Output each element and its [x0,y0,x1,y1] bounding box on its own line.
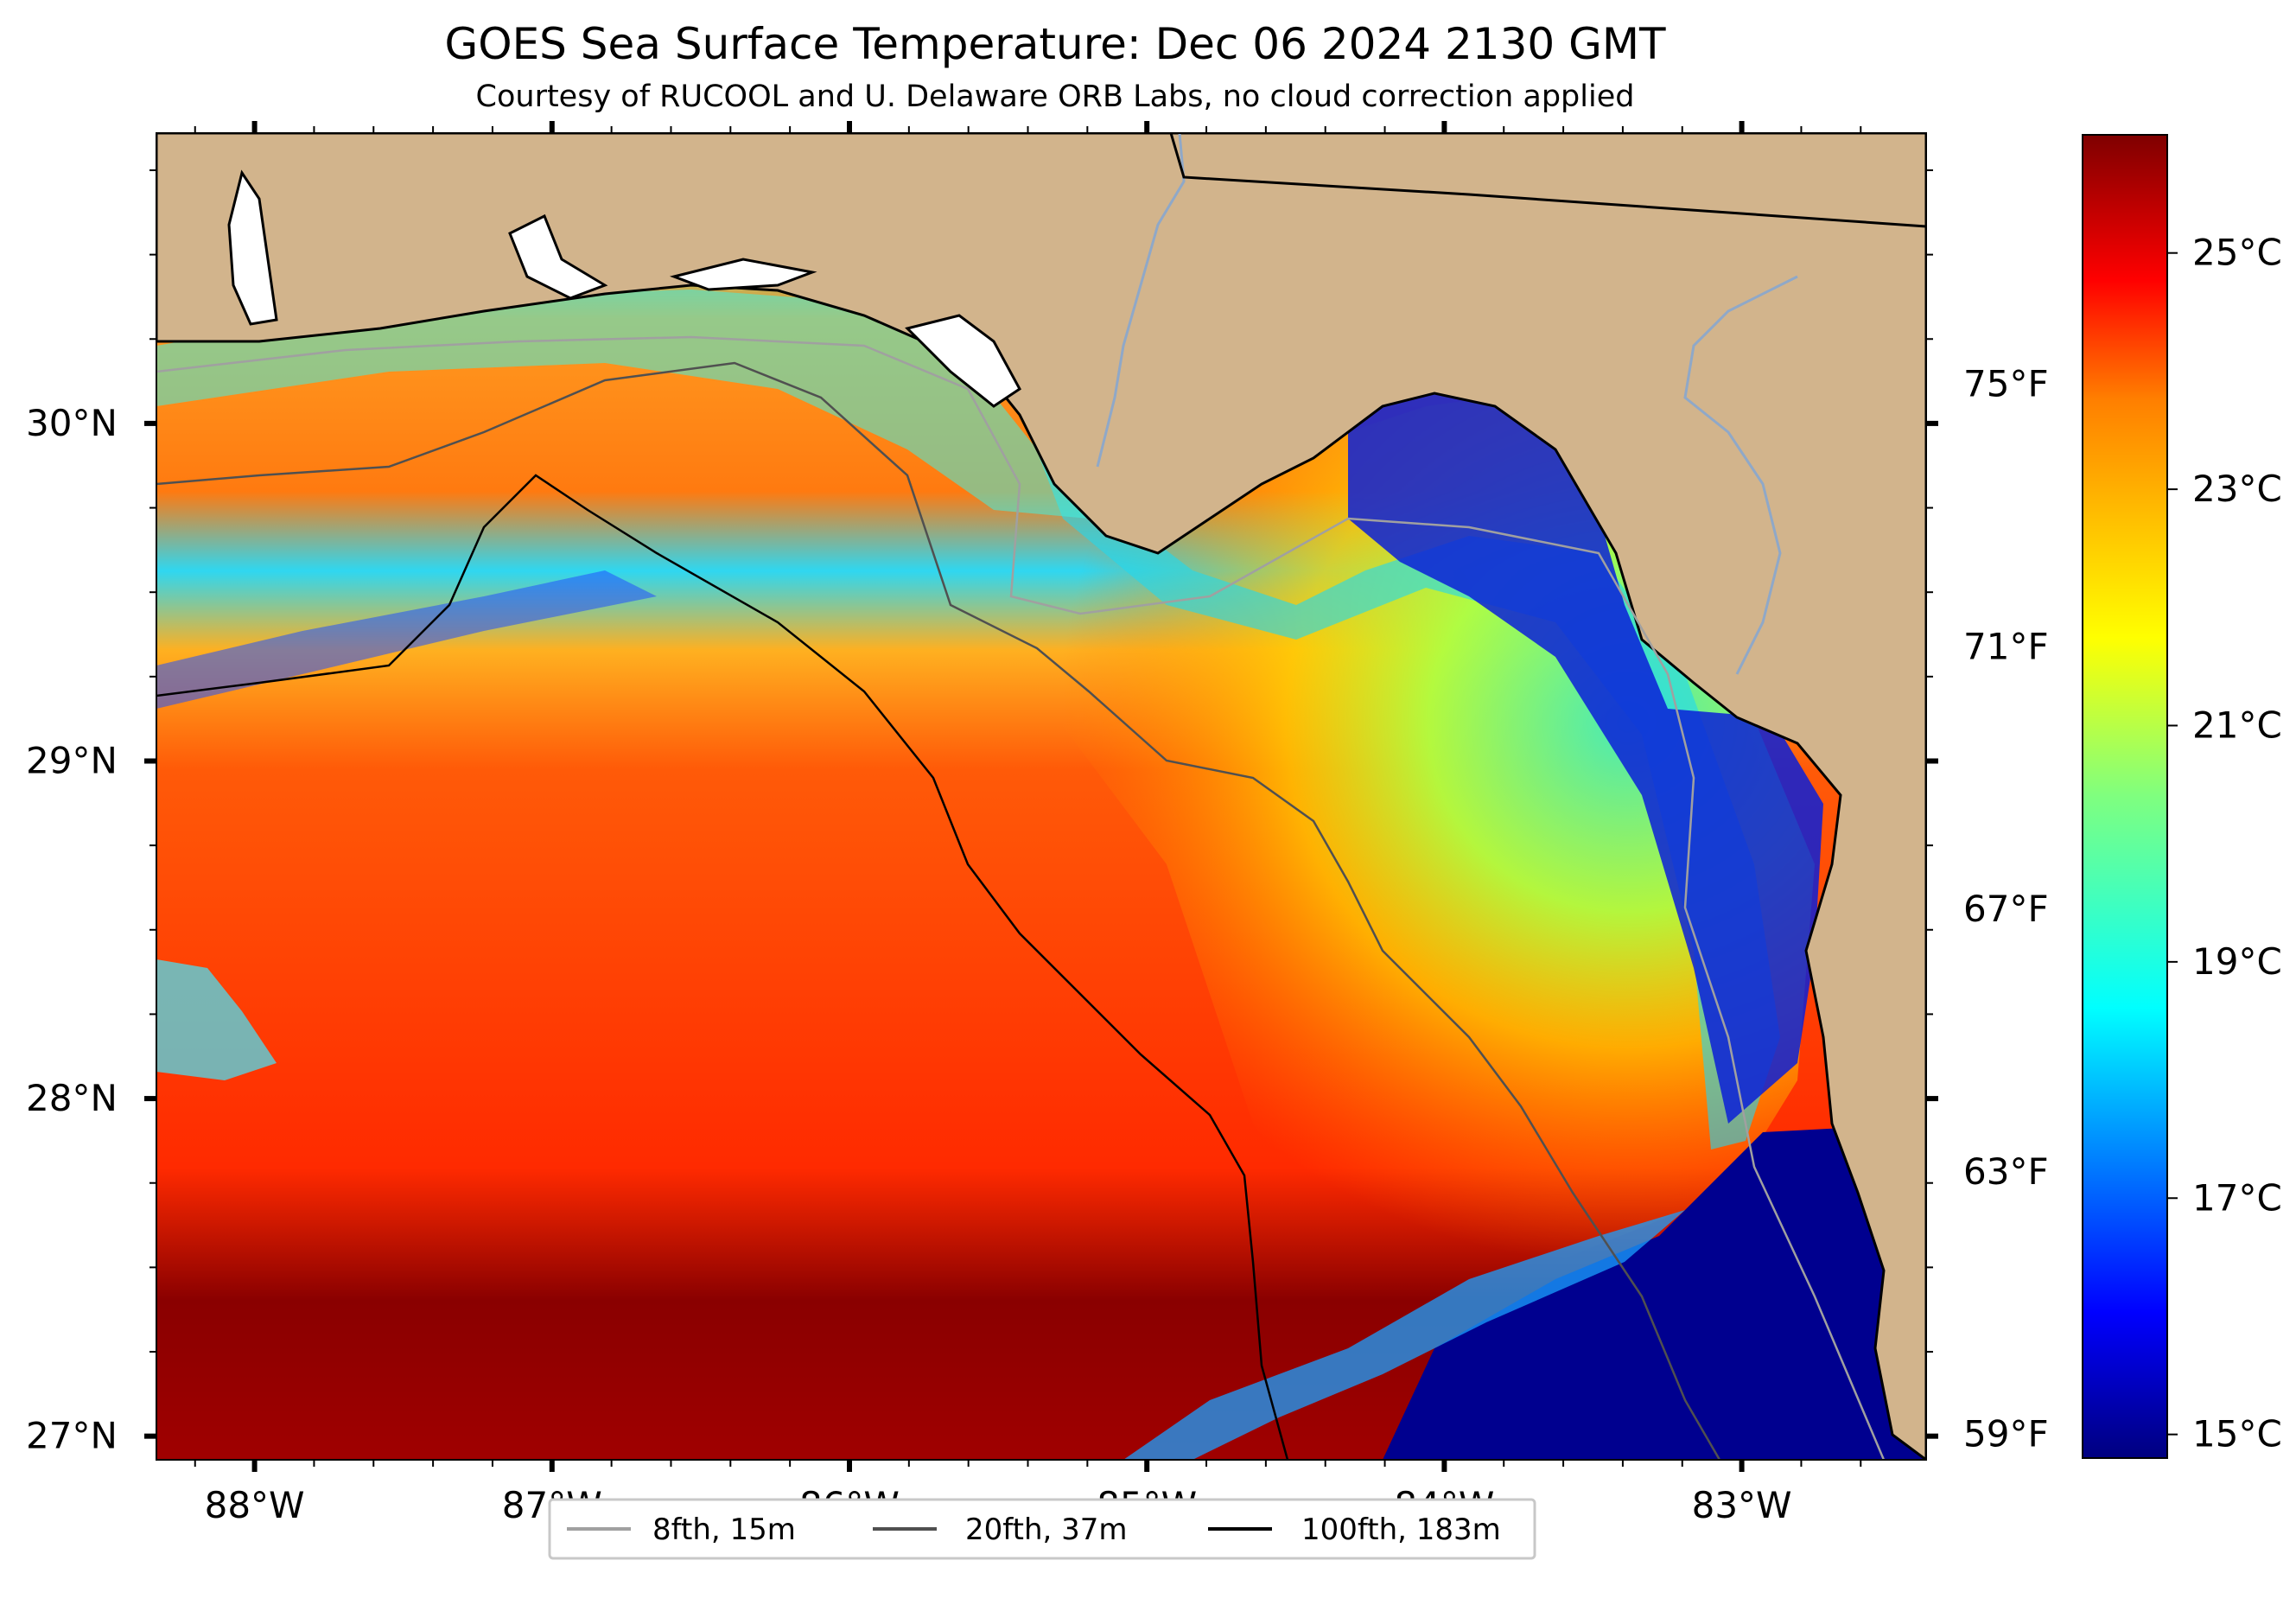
celsius-tick-label: 23°C [2192,468,2282,510]
sst-cold-front [1123,1210,1685,1460]
isobath-20fth [156,361,1721,1460]
isobath-100fth [156,474,1289,1460]
fahrenheit-tick-label: 63°F [1963,1150,2049,1193]
fahrenheit-tick-label: 75°F [1963,363,2049,405]
map-frame [156,132,1927,1461]
choctawhatchee-bay [669,258,817,291]
mobile-bay [227,169,278,326]
chart-title: GOES Sea Surface Temperature: Dec 06 202… [444,19,1666,69]
isobath-8fth [156,335,1886,1460]
sst-cold-nearshore [1348,389,1823,1124]
map-area [156,133,1926,1460]
lon-tick-label: 88°W [205,1484,305,1526]
legend-label-20fth: 20fth, 37m [965,1513,1128,1547]
fahrenheit-axis: 59°F 63°F 67°F 71°F 75°F [1963,363,2049,1455]
sst-cool-streak [156,570,657,709]
celsius-tick-label: 25°C [2192,232,2282,274]
lat-tick-label: 27°N [26,1415,118,1457]
fahrenheit-tick-label: 67°F [1963,888,2049,930]
celsius-tick-label: 15°C [2192,1413,2282,1455]
legend-label-100fth: 100fth, 183m [1301,1513,1501,1547]
lat-axis: 27°N 28°N 29°N 30°N [26,169,1938,1457]
celsius-axis: 15°C 17°C 19°C 21°C 23°C 25°C [2167,232,2282,1455]
sst-cool-patch [156,959,277,1080]
legend-box [548,1498,1536,1560]
celsius-tick-label: 19°C [2192,940,2282,983]
lon-tick-label: 83°W [1692,1484,1792,1526]
lat-tick-label: 28°N [26,1077,118,1119]
colorbar [2082,134,2168,1459]
sst-cold-southeast [1383,1124,1926,1460]
chart-subtitle: Courtesy of RUCOOL and U. Delaware ORB L… [476,80,1635,114]
legend-label-8fth: 8fth, 15m [652,1513,796,1547]
lat-tick-label: 30°N [26,402,118,444]
celsius-tick-label: 21°C [2192,704,2282,746]
river-suwannee [1683,275,1798,675]
state-boundary [1169,133,1926,228]
celsius-tick-label: 17°C [2192,1176,2282,1219]
pensacola-bay [508,213,608,300]
isobath-legend: 8fth, 15m 20fth, 37m 100fth, 183m [548,1498,1536,1560]
river-apalachicola [1096,133,1186,468]
st-andrew-bay [905,314,1021,408]
lat-tick-label: 29°N [26,739,118,781]
fahrenheit-tick-label: 59°F [1963,1413,2049,1455]
fahrenheit-tick-label: 71°F [1963,625,2049,667]
